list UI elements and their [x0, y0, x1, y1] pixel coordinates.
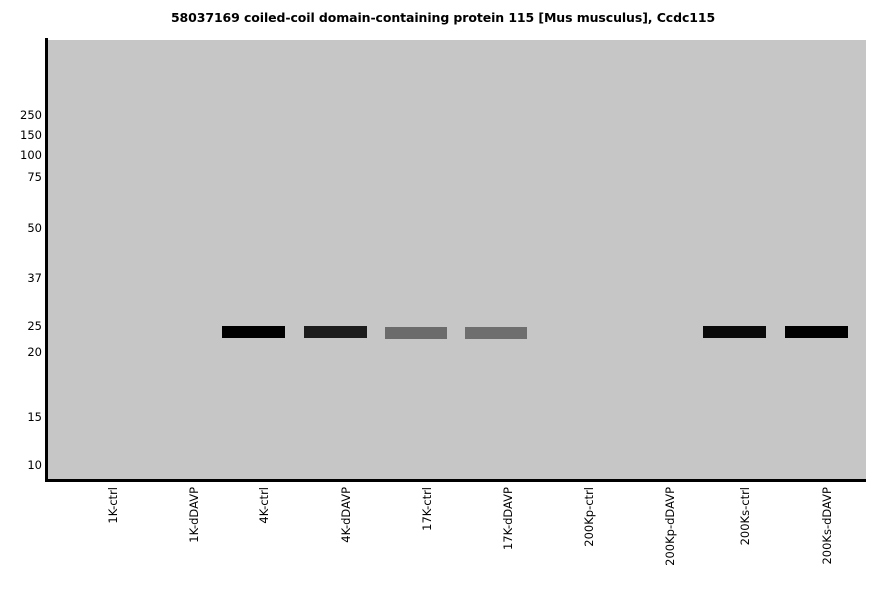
x-tick-lane-5: 17K-ctrl	[420, 487, 434, 531]
y-tick-15: 15	[27, 410, 42, 424]
x-tick-lane-9: 200Ks-ctrl	[738, 487, 752, 546]
band-17K-ctrl	[385, 327, 447, 339]
y-axis-tick-labels: 250 150 100 75 50 37 25 20 15 10	[0, 0, 42, 595]
band-200Ks-ctrl	[703, 326, 766, 338]
y-tick-75: 75	[27, 170, 42, 184]
y-tick-250: 250	[20, 108, 42, 122]
x-tick-lane-1: 1K-ctrl	[106, 487, 120, 524]
figure-title: 58037169 coiled-coil domain-containing p…	[170, 10, 716, 25]
band-17K-dDAVP	[465, 327, 527, 339]
y-tick-150: 150	[20, 128, 42, 142]
band-200Ks-dDAVP	[785, 326, 848, 338]
x-axis-line	[45, 479, 866, 482]
x-tick-lane-3: 4K-ctrl	[257, 487, 271, 524]
x-tick-lane-8: 200Kp-dDAVP	[663, 487, 677, 566]
x-tick-lane-7: 200Kp-ctrl	[582, 487, 596, 547]
y-tick-10: 10	[27, 458, 42, 472]
band-4K-dDAVP	[304, 326, 367, 338]
y-tick-20: 20	[27, 345, 42, 359]
x-tick-lane-6: 17K-dDAVP	[501, 487, 515, 551]
y-tick-37: 37	[27, 271, 42, 285]
y-tick-50: 50	[27, 221, 42, 235]
y-tick-25: 25	[27, 319, 42, 333]
gel-plot-area	[48, 40, 866, 480]
y-axis-line	[45, 38, 48, 482]
y-tick-100: 100	[20, 148, 42, 162]
x-tick-lane-2: 1K-dDAVP	[187, 487, 201, 543]
x-tick-lane-4: 4K-dDAVP	[339, 487, 353, 543]
x-tick-lane-10: 200Ks-dDAVP	[820, 487, 834, 565]
band-4K-ctrl	[222, 326, 285, 338]
